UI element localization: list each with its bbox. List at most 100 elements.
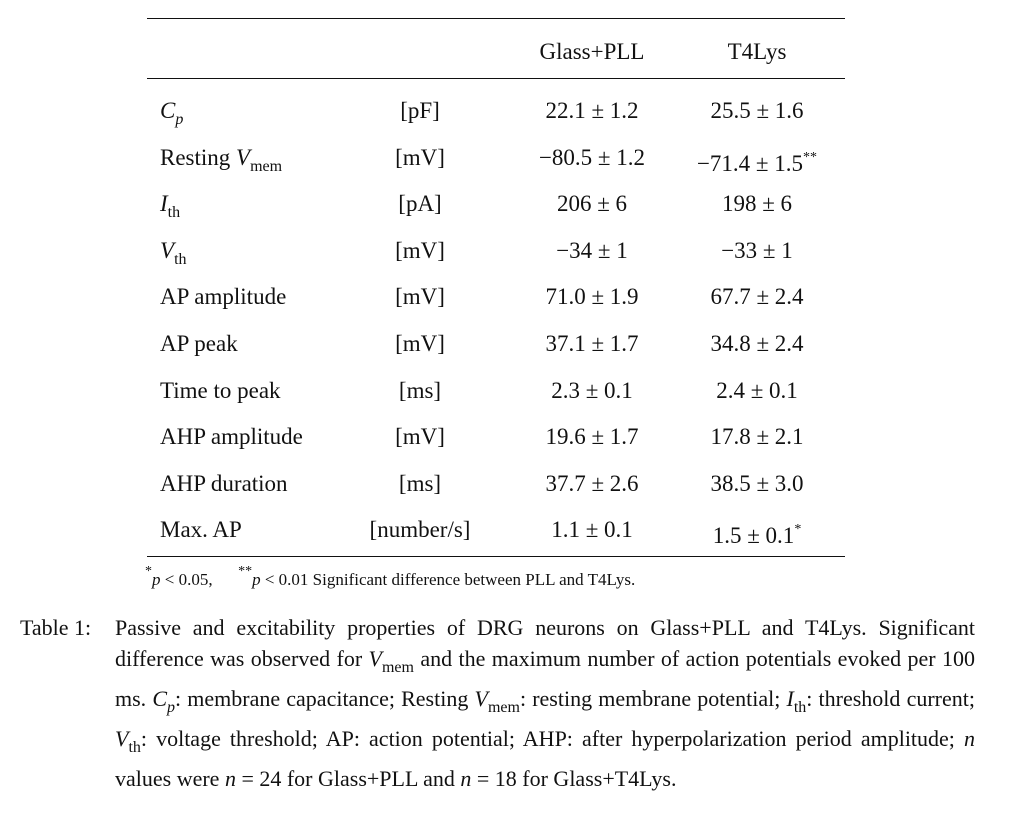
value-text: −33 ± 1 — [721, 237, 793, 263]
caption-part: : threshold current; — [806, 686, 981, 711]
caption-part: I — [786, 686, 794, 711]
label-part: Max. AP — [160, 517, 242, 543]
row-label: Max. AP — [160, 515, 242, 545]
label-part: AP peak — [160, 331, 238, 356]
label-part: mem — [250, 157, 283, 175]
value-text: 198 ± 6 — [721, 191, 793, 217]
unit: [mV] — [395, 237, 445, 263]
value-text: 38.5 ± 3.0 — [710, 470, 804, 496]
caption-part: p — [167, 699, 176, 716]
unit: [mV] — [395, 144, 445, 170]
caption-part: : voltage threshold; AP: action potentia… — [140, 726, 964, 751]
glass-value: −80.5 ± 1.2 — [538, 144, 646, 170]
unit: [ms] — [398, 377, 442, 403]
unit: [pA] — [398, 191, 442, 217]
caption-part: and the maximum number of action potenti… — [115, 646, 981, 711]
t4lys-value: −33 ± 1 — [657, 236, 857, 266]
t4lys-value: 38.5 ± 3.0 — [657, 469, 857, 499]
glass-value: 37.7 ± 2.6 — [545, 470, 639, 496]
row-label: Vth — [160, 236, 187, 275]
t4lys-value: −71.4 ± 1.5** — [657, 143, 857, 179]
unit: [mV] — [395, 284, 445, 310]
row-label: Ith — [160, 189, 180, 228]
value-text: 25.5 ± 1.6 — [710, 98, 804, 123]
label-part: AP amplitude — [160, 284, 287, 310]
label-part: Time to peak — [160, 377, 281, 403]
value-text: 67.7 ± 2.4 — [710, 284, 804, 310]
caption-part: n — [460, 766, 472, 791]
glass-value: 37.1 ± 1.7 — [545, 331, 639, 356]
caption-part: V — [368, 646, 382, 671]
caption-part: = 18 for Glass+T4Lys. — [471, 766, 677, 791]
t4lys-value: 1.5 ± 0.1* — [657, 515, 857, 551]
label-part: C — [160, 98, 176, 123]
t4lys-value: 17.8 ± 2.1 — [657, 422, 857, 452]
label-part: th — [174, 250, 187, 268]
footnote: *p < 0.05, **p < 0.01 Significant differ… — [145, 564, 635, 590]
row-label: Time to peak — [160, 376, 281, 406]
footnote-part: ** — [238, 564, 253, 579]
caption-part: V — [115, 726, 129, 751]
caption-part: th — [793, 699, 807, 716]
label-part: th — [167, 204, 181, 222]
caption-part: mem — [381, 659, 414, 676]
glass-value: 1.1 ± 0.1 — [551, 517, 633, 543]
label-part: p — [175, 111, 184, 128]
caption-part: = 24 for Glass+PLL and — [235, 766, 461, 791]
unit: [mV] — [395, 331, 445, 356]
label-part: AHP duration — [160, 470, 288, 496]
caption-part: C — [152, 686, 168, 711]
value-text: 1.5 ± 0.1 — [712, 523, 795, 549]
footnote-part: * — [145, 564, 152, 579]
value-text: 2.4 ± 0.1 — [716, 377, 798, 403]
value-text: −71.4 ± 1.5 — [696, 150, 804, 176]
caption-part: Passive and excitability properties of D… — [115, 615, 981, 671]
caption-part: n — [964, 726, 975, 751]
caption-part: th — [128, 739, 141, 756]
mid-rule — [147, 78, 845, 79]
t4lys-value: 67.7 ± 2.4 — [657, 282, 857, 312]
significance: * — [794, 522, 802, 538]
glass-value: 206 ± 6 — [556, 191, 628, 217]
label-part: V — [160, 237, 175, 263]
t4lys-value: 198 ± 6 — [657, 189, 857, 219]
glass-value: 19.6 ± 1.7 — [545, 424, 639, 450]
row-label: AHP amplitude — [160, 422, 303, 452]
caption-part: : resting membrane potential; — [519, 686, 787, 711]
row-label: AHP duration — [160, 469, 288, 499]
label-part: I — [160, 191, 168, 217]
unit: [pF] — [400, 98, 440, 123]
glass-value: −34 ± 1 — [556, 237, 628, 263]
column-header: Glass+PLL — [539, 39, 645, 64]
t4lys-value: 25.5 ± 1.6 — [657, 96, 857, 126]
caption-part: n — [224, 766, 236, 791]
label-part: AHP amplitude — [160, 424, 303, 450]
unit: [ms] — [398, 470, 442, 496]
label-part: Resting — [160, 144, 237, 170]
caption-part: : membrane capacitance; Resting — [175, 686, 475, 711]
footnote-part: < 0.01 Significant difference between PL… — [260, 570, 636, 589]
caption-part: V — [474, 686, 488, 711]
unit: [number/s] — [369, 517, 471, 543]
glass-value: 2.3 ± 0.1 — [551, 377, 633, 403]
significance: ** — [803, 149, 818, 165]
value-text: 17.8 ± 2.1 — [710, 424, 804, 450]
label-part: V — [236, 144, 251, 170]
caption-part: values were — [115, 726, 981, 791]
footnote-part: < 0.05, — [160, 570, 239, 589]
value-text: 34.8 ± 2.4 — [710, 331, 804, 356]
caption-label: Table 1: — [20, 615, 92, 640]
bottom-rule — [147, 556, 845, 557]
row-label: AP amplitude — [160, 282, 286, 312]
row-label: Resting Vmem — [160, 143, 282, 182]
caption: Passive and excitability properties of D… — [115, 612, 975, 794]
footnote-part: p — [152, 570, 161, 589]
row-label: Cp — [160, 96, 183, 135]
footnote-part: p — [252, 570, 261, 589]
row-label: AP peak — [160, 329, 238, 359]
caption-part: mem — [487, 699, 520, 716]
t4lys-value: 2.4 ± 0.1 — [657, 376, 857, 406]
top-rule — [147, 18, 845, 19]
column-header: T4Lys — [727, 39, 787, 64]
